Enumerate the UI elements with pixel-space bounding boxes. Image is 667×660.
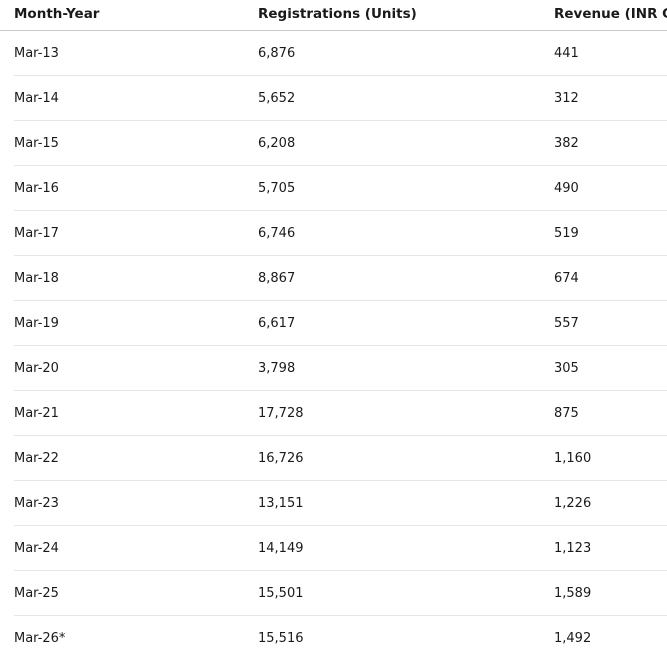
cell-month-year: Mar-26* xyxy=(14,631,66,646)
table-row: Mar-16 5,705 490 xyxy=(14,166,667,211)
cell-revenue: 1,589 xyxy=(554,586,592,601)
cell-month-year: Mar-20 xyxy=(14,361,59,376)
cell-month-year: Mar-22 xyxy=(14,451,59,466)
table-body: Mar-13 6,876 441 Mar-14 5,652 312 Mar-15 6,208 3… xyxy=(0,31,667,660)
table-row: Mar-25 15,501 1,589 xyxy=(14,571,667,616)
cell-revenue: 1,226 xyxy=(554,496,592,511)
cell-revenue: 305 xyxy=(554,361,579,376)
header-revenue[interactable]: Revenue (INR Cr) xyxy=(554,6,667,22)
cell-month-year: Mar-21 xyxy=(14,406,59,421)
cell-revenue: 674 xyxy=(554,271,579,286)
table-header: Month-Year Registrations (Units) Revenue… xyxy=(0,0,667,31)
cell-revenue: 519 xyxy=(554,226,579,241)
cell-registrations: 6,876 xyxy=(258,46,296,61)
table-row: Mar-22 16,726 1,160 xyxy=(14,436,667,481)
cell-revenue: 1,123 xyxy=(554,541,592,556)
cell-registrations: 8,867 xyxy=(258,271,296,286)
table-row: Mar-26* 15,516 1,492 xyxy=(14,616,667,660)
cell-registrations: 5,705 xyxy=(258,181,296,196)
cell-month-year: Mar-14 xyxy=(14,91,59,106)
table-row: Mar-18 8,867 674 xyxy=(14,256,667,301)
cell-registrations: 13,151 xyxy=(258,496,304,511)
cell-month-year: Mar-23 xyxy=(14,496,59,511)
cell-month-year: Mar-18 xyxy=(14,271,59,286)
table-row: Mar-19 6,617 557 xyxy=(14,301,667,346)
cell-registrations: 15,501 xyxy=(258,586,304,601)
cell-revenue: 875 xyxy=(554,406,579,421)
table-row: Mar-23 13,151 1,226 xyxy=(14,481,667,526)
cell-revenue: 490 xyxy=(554,181,579,196)
cell-registrations: 6,746 xyxy=(258,226,296,241)
cell-revenue: 312 xyxy=(554,91,579,106)
cell-month-year: Mar-15 xyxy=(14,136,59,151)
cell-revenue: 441 xyxy=(554,46,579,61)
table-row: Mar-14 5,652 312 xyxy=(14,76,667,121)
cell-month-year: Mar-13 xyxy=(14,46,59,61)
cell-registrations: 5,652 xyxy=(258,91,296,106)
cell-month-year: Mar-17 xyxy=(14,226,59,241)
cell-registrations: 16,726 xyxy=(258,451,304,466)
cell-registrations: 6,617 xyxy=(258,316,296,331)
table-row: Mar-15 6,208 382 xyxy=(14,121,667,166)
cell-registrations: 14,149 xyxy=(258,541,304,556)
cell-registrations: 6,208 xyxy=(258,136,296,151)
cell-revenue: 1,492 xyxy=(554,631,592,646)
cell-revenue: 1,160 xyxy=(554,451,592,466)
cell-registrations: 15,516 xyxy=(258,631,304,646)
cell-revenue: 382 xyxy=(554,136,579,151)
header-month-year[interactable]: Month-Year xyxy=(14,6,100,22)
cell-month-year: Mar-19 xyxy=(14,316,59,331)
cell-month-year: Mar-25 xyxy=(14,586,59,601)
table-row: Mar-13 6,876 441 xyxy=(14,31,667,76)
table-row: Mar-20 3,798 305 xyxy=(14,346,667,391)
cell-month-year: Mar-16 xyxy=(14,181,59,196)
table-row: Mar-24 14,149 1,123 xyxy=(14,526,667,571)
cell-revenue: 557 xyxy=(554,316,579,331)
cell-registrations: 3,798 xyxy=(258,361,296,376)
table-row: Mar-21 17,728 875 xyxy=(14,391,667,436)
header-registrations[interactable]: Registrations (Units) xyxy=(258,6,417,22)
cell-registrations: 17,728 xyxy=(258,406,304,421)
cell-month-year: Mar-24 xyxy=(14,541,59,556)
table-row: Mar-17 6,746 519 xyxy=(14,211,667,256)
